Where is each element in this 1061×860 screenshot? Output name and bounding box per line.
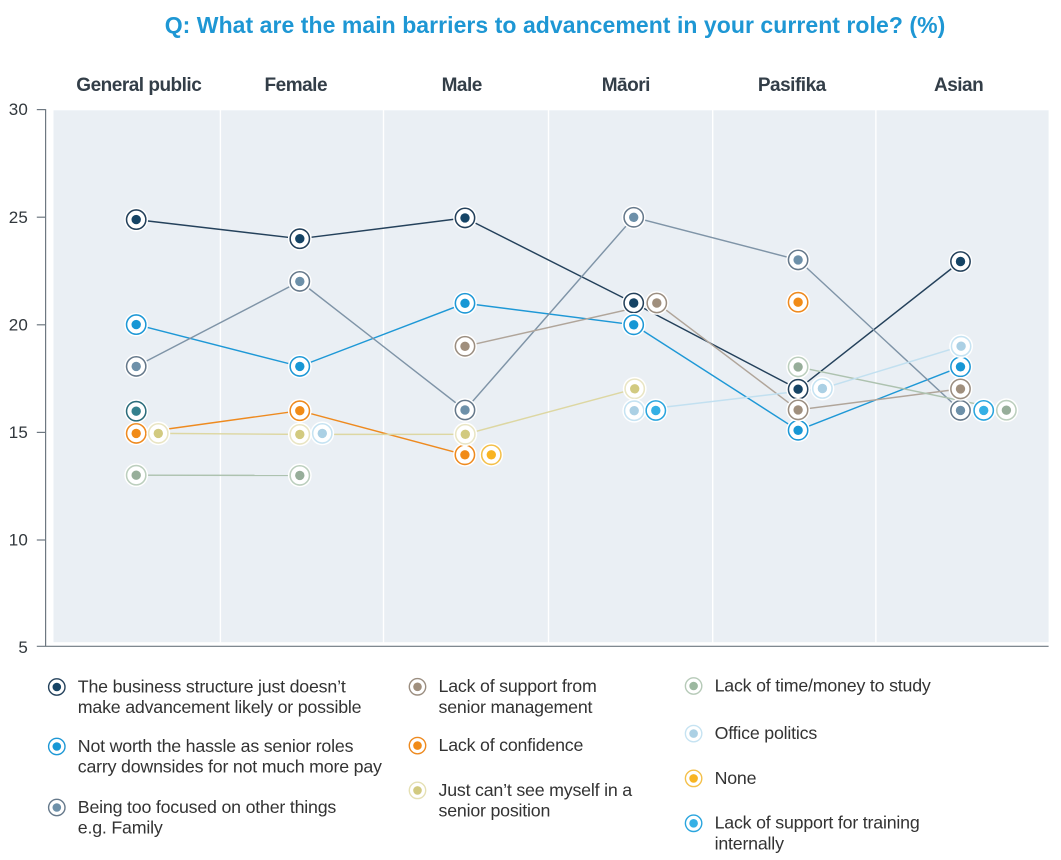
svg-text:Just can’t see myself in a: Just can’t see myself in a <box>439 780 633 800</box>
svg-text:30: 30 <box>9 100 28 119</box>
svg-text:None: None <box>715 768 757 788</box>
svg-text:The business structure just do: The business structure just doesn’t <box>78 676 346 696</box>
svg-text:Māori: Māori <box>602 75 650 96</box>
svg-text:General public: General public <box>76 75 202 96</box>
svg-text:Lack of support from: Lack of support from <box>439 676 597 696</box>
svg-text:senior position: senior position <box>439 800 551 820</box>
svg-text:15: 15 <box>9 423 28 442</box>
svg-text:10: 10 <box>9 531 28 550</box>
svg-text:5: 5 <box>18 638 28 657</box>
svg-text:Female: Female <box>265 75 327 96</box>
svg-text:make advancement likely or pos: make advancement likely or possible <box>78 697 362 717</box>
svg-text:Lack of time/money to study: Lack of time/money to study <box>715 675 931 695</box>
svg-text:Being too focused on other thi: Being too focused on other things <box>78 797 337 817</box>
svg-text:Male: Male <box>442 75 482 96</box>
svg-text:Lack of confidence: Lack of confidence <box>439 735 584 755</box>
svg-text:carry downsides for not much m: carry downsides for not much more pay <box>78 757 382 777</box>
svg-text:senior management: senior management <box>439 697 593 717</box>
svg-text:e.g. Family: e.g. Family <box>78 818 163 838</box>
svg-text:Pasifika: Pasifika <box>758 75 827 96</box>
svg-text:Not worth the hassle as senior: Not worth the hassle as senior roles <box>78 736 354 756</box>
svg-text:Q: What are the main barriers: Q: What are the main barriers to advance… <box>165 12 946 38</box>
svg-text:internally: internally <box>715 833 784 853</box>
svg-text:Asian: Asian <box>934 75 983 96</box>
svg-text:Lack of support for training: Lack of support for training <box>715 813 920 833</box>
svg-text:20: 20 <box>9 315 28 334</box>
svg-text:Office politics: Office politics <box>715 723 818 743</box>
svg-text:25: 25 <box>9 208 28 227</box>
